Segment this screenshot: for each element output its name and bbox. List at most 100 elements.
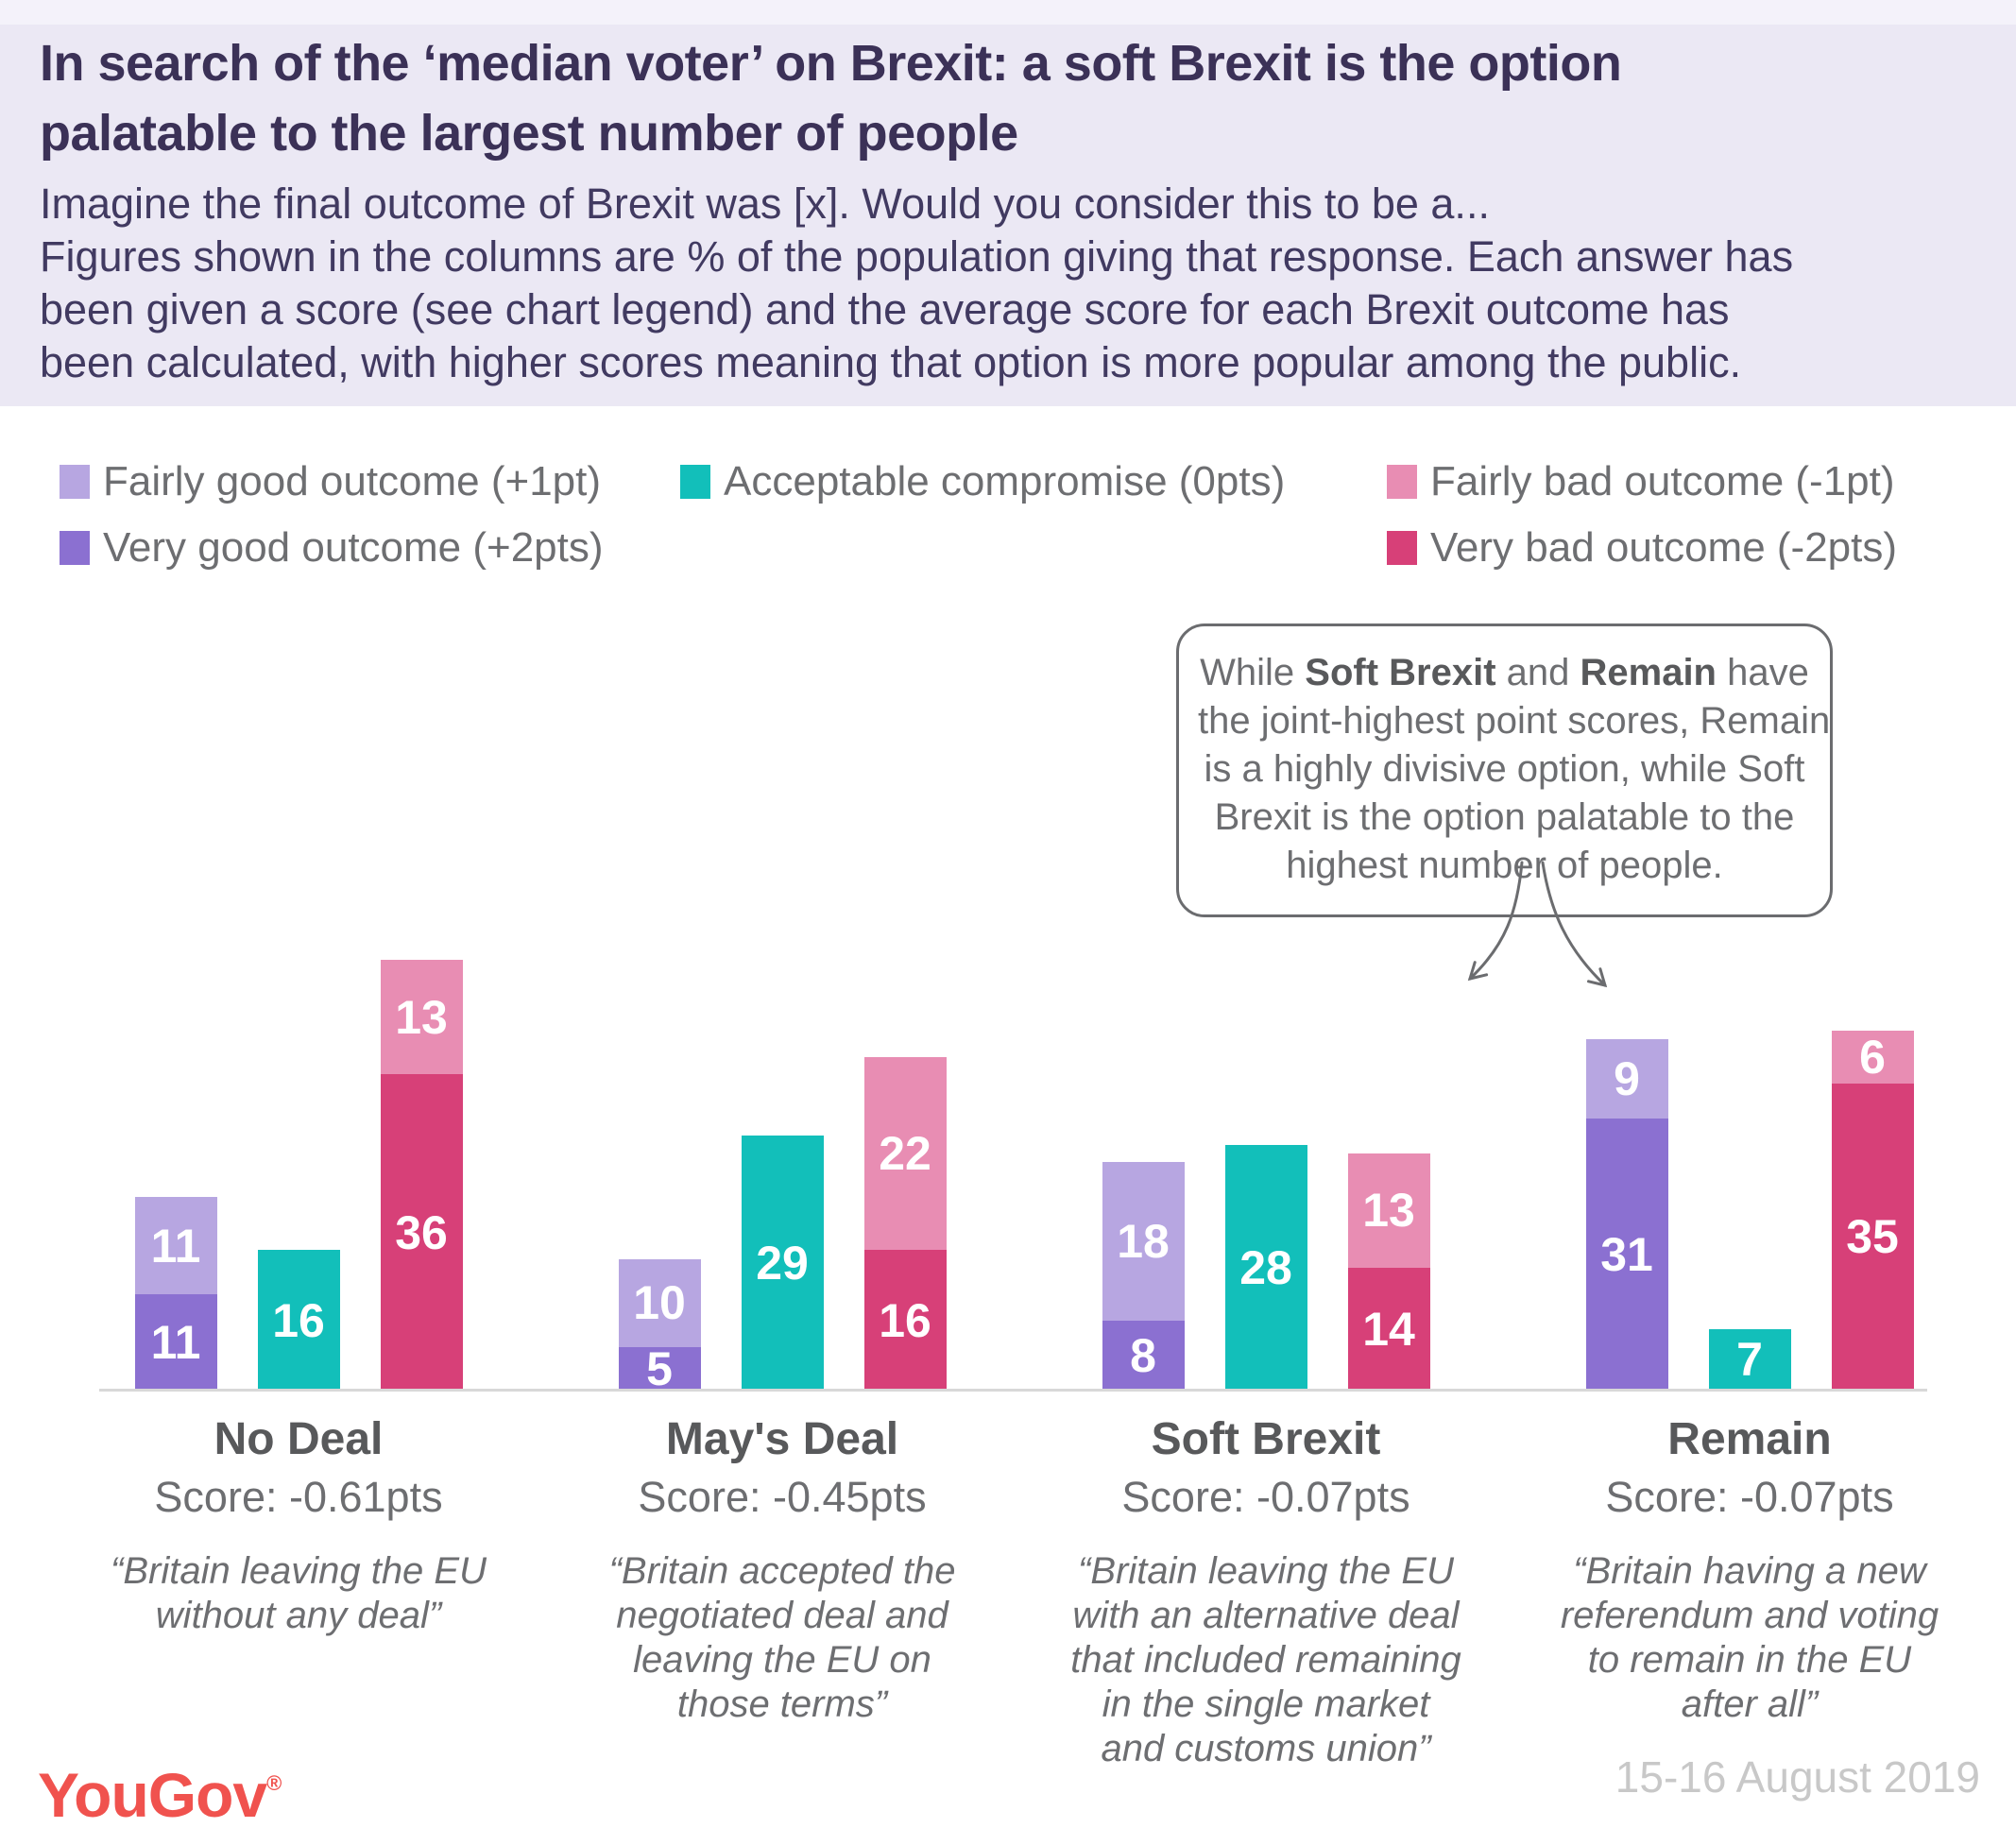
- segment-fairly_good: 9: [1585, 1039, 1668, 1119]
- quote-line: “Britain accepted the: [608, 1550, 956, 1592]
- segment-fairly_bad: 13: [380, 960, 463, 1075]
- quote-line: negotiated deal and: [616, 1595, 948, 1636]
- segment-fairly_bad: 6: [1831, 1030, 1914, 1084]
- legend-swatch-fairly-bad-icon: [1387, 465, 1417, 499]
- value-label: 29: [756, 1237, 809, 1290]
- legend-label-fairly-good: Fairly good outcome (+1pt): [103, 458, 602, 504]
- group-name-soft-brexit: Soft Brexit: [1151, 1414, 1381, 1464]
- segment-very_bad: 36: [380, 1074, 463, 1391]
- quote-line: referendum and voting: [1560, 1595, 1939, 1636]
- fieldwork-date: 15-16 August 2019: [1615, 1752, 1980, 1802]
- quote-line: with an alternative deal: [1072, 1595, 1460, 1636]
- page-title: In search of the ‘median voter’ on Brexi…: [40, 28, 1622, 168]
- segment-very_bad: 14: [1347, 1267, 1430, 1391]
- bar-remain-1: 7: [1708, 1328, 1791, 1391]
- quote-line: “Britain leaving the EU: [111, 1550, 487, 1592]
- legend-item-fairly-good: Fairly good outcome (+1pt): [60, 458, 601, 504]
- group-name-no-deal: No Deal: [214, 1414, 384, 1464]
- callout-arrow-right-head: [1587, 967, 1608, 988]
- value-label: 22: [879, 1126, 931, 1180]
- callout-line: While Soft Brexit and Remain have: [1200, 652, 1809, 693]
- subtitle-line: been calculated, with higher scores mean…: [40, 338, 1742, 386]
- bar-soft-brexit-1: 28: [1224, 1144, 1307, 1391]
- value-label: 18: [1117, 1214, 1170, 1268]
- value-label: 6: [1859, 1030, 1886, 1084]
- callout-text: While Soft Brexit and Remain have the joi…: [1198, 649, 1831, 890]
- bar-soft-brexit-0: 18 8: [1102, 1162, 1185, 1391]
- group-block-no-deal: No Deal Score: -0.61pts “Britain leaving…: [53, 1415, 544, 1638]
- title-line: In search of the ‘median voter’ on Brexi…: [40, 35, 1622, 92]
- legend-label-very-good: Very good outcome (+2pts): [103, 524, 604, 571]
- bar-no-deal-0: 11 11: [134, 1197, 217, 1391]
- quote-line: leaving the EU on: [633, 1639, 931, 1681]
- segment-very_good: 5: [618, 1342, 701, 1395]
- segment-fairly_bad: 13: [1347, 1153, 1430, 1268]
- title-line: palatable to the largest number of peopl…: [40, 105, 1018, 162]
- header-top-strip: [0, 0, 2016, 25]
- legend-swatch-fairly-good-icon: [60, 465, 90, 499]
- x-axis-line: [99, 1389, 1927, 1392]
- page-subtitle: Imagine the final outcome of Brexit was …: [40, 178, 1793, 389]
- bar-may-s-deal-0: 10 5: [618, 1258, 701, 1395]
- segment-very_bad: 16: [863, 1250, 947, 1391]
- legend-label-very-bad: Very bad outcome (-2pts): [1430, 524, 1898, 571]
- subtitle-line: Imagine the final outcome of Brexit was …: [40, 179, 1490, 228]
- group-score-no-deal: Score: -0.61pts: [154, 1473, 443, 1521]
- value-label: 11: [150, 1219, 201, 1273]
- callout-line: the joint-highest point scores, Remain: [1198, 700, 1831, 742]
- bar-may-s-deal-2: 22 16: [863, 1056, 947, 1391]
- legend-item-fairly-bad: Fairly bad outcome (-1pt): [1387, 458, 1895, 504]
- segment-fairly_good: 11: [134, 1197, 217, 1294]
- group-block-mays-deal: May's Deal Score: -0.45pts “Britain acce…: [537, 1415, 1028, 1727]
- group-block-soft-brexit: Soft Brexit Score: -0.07pts “Britain lea…: [1020, 1415, 1512, 1771]
- legend-swatch-acceptable-icon: [680, 465, 710, 499]
- segment-fairly_bad: 22: [863, 1056, 947, 1251]
- segment-fairly_good: 10: [618, 1258, 701, 1347]
- bar-remain-0: 9 31: [1585, 1039, 1668, 1391]
- callout-line: is a highly divisive option, while Soft: [1204, 748, 1805, 790]
- quote-line: those terms”: [676, 1683, 888, 1725]
- legend-swatch-very-good-icon: [60, 531, 90, 565]
- bar-soft-brexit-2: 13 14: [1347, 1153, 1430, 1391]
- yougov-logo: YouGov®: [38, 1760, 282, 1830]
- segment-acceptable: 28: [1224, 1144, 1307, 1391]
- segment-very_good: 31: [1585, 1118, 1668, 1391]
- legend-item-very-good: Very good outcome (+2pts): [60, 524, 604, 571]
- value-label: 11: [150, 1315, 201, 1369]
- group-score-soft-brexit: Score: -0.07pts: [1121, 1473, 1410, 1521]
- group-quote-remain: “Britain having a new referendum and voti…: [1504, 1549, 1995, 1727]
- value-label: 13: [1362, 1184, 1415, 1238]
- value-label: 10: [633, 1276, 686, 1329]
- value-label: 9: [1614, 1051, 1640, 1105]
- group-quote-no-deal: “Britain leaving the EU without any deal”: [53, 1549, 544, 1638]
- segment-very_good: 8: [1102, 1320, 1185, 1391]
- bar-remain-2: 6 35: [1831, 1030, 1914, 1391]
- value-label: 13: [395, 990, 448, 1044]
- callout-arrow-left-head: [1467, 961, 1489, 982]
- header-background: [0, 0, 2016, 406]
- callout-bubble: While Soft Brexit and Remain have the joi…: [1176, 624, 1833, 917]
- group-quote-soft-brexit: “Britain leaving the EU with an alternati…: [1020, 1549, 1512, 1771]
- bar-may-s-deal-1: 29: [741, 1136, 824, 1391]
- bar-no-deal-2: 13 36: [380, 960, 463, 1391]
- segment-fairly_good: 18: [1102, 1162, 1185, 1321]
- group-block-remain: Remain Score: -0.07pts “Britain having a…: [1504, 1415, 1995, 1727]
- group-score-remain: Score: -0.07pts: [1605, 1473, 1894, 1521]
- quote-line: to remain in the EU: [1587, 1639, 1912, 1681]
- value-label: 35: [1846, 1210, 1899, 1264]
- group-name-mays-deal: May's Deal: [665, 1414, 899, 1464]
- subtitle-line: been given a score (see chart legend) an…: [40, 285, 1730, 333]
- value-label: 7: [1736, 1333, 1763, 1387]
- legend-label-acceptable: Acceptable compromise (0pts): [724, 458, 1286, 504]
- bar-no-deal-1: 16: [257, 1250, 340, 1391]
- segment-acceptable: 29: [741, 1136, 824, 1391]
- segment-acceptable: 16: [257, 1250, 340, 1391]
- segment-very_good: 11: [134, 1293, 217, 1391]
- group-quote-mays-deal: “Britain accepted the negotiated deal and…: [537, 1549, 1028, 1727]
- quote-line: “Britain leaving the EU: [1078, 1550, 1454, 1592]
- callout-line: Brexit is the option palatable to the: [1214, 796, 1795, 838]
- value-label: 14: [1362, 1302, 1415, 1356]
- value-label: 28: [1239, 1240, 1292, 1294]
- value-label: 8: [1130, 1328, 1156, 1382]
- subtitle-line: Figures shown in the columns are % of th…: [40, 232, 1794, 281]
